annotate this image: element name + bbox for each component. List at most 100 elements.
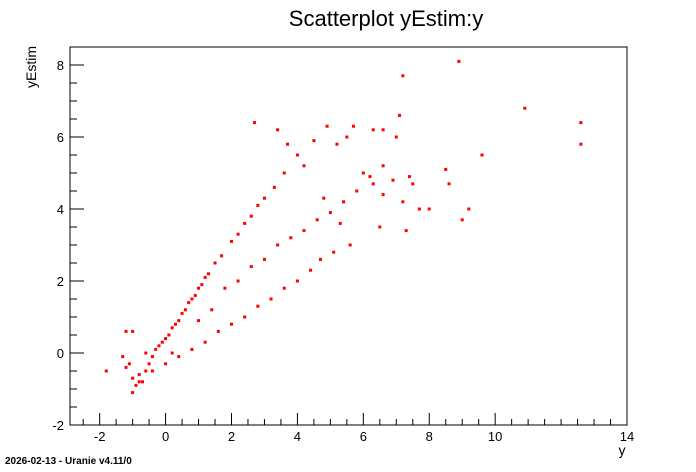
data-point bbox=[322, 196, 326, 200]
data-point bbox=[121, 355, 125, 359]
data-point bbox=[200, 283, 204, 287]
data-point bbox=[137, 380, 141, 384]
data-point bbox=[177, 355, 181, 359]
data-point bbox=[417, 207, 421, 211]
data-point bbox=[206, 272, 210, 276]
plot-frame bbox=[69, 46, 628, 426]
data-point bbox=[427, 207, 431, 211]
data-point bbox=[236, 279, 240, 283]
data-point bbox=[177, 319, 181, 323]
data-point bbox=[309, 268, 313, 272]
x-tick-label: -2 bbox=[94, 429, 106, 444]
data-point bbox=[371, 182, 375, 186]
data-point bbox=[579, 121, 583, 125]
data-point bbox=[249, 265, 253, 269]
data-point bbox=[229, 239, 233, 243]
data-point bbox=[197, 286, 201, 290]
data-point bbox=[131, 376, 135, 380]
x-tick-label: 10 bbox=[488, 429, 502, 444]
data-point bbox=[407, 175, 411, 179]
data-point bbox=[355, 189, 359, 193]
data-point bbox=[411, 182, 415, 186]
y-tick-label: -2 bbox=[52, 418, 64, 433]
x-tick-label: 14 bbox=[620, 429, 634, 444]
data-point bbox=[404, 229, 408, 233]
data-point bbox=[236, 232, 240, 236]
footer-timestamp: 2026-02-13 - Uranie v4.11/0 bbox=[5, 456, 132, 467]
y-axis-label: yEstim bbox=[23, 46, 39, 88]
data-point bbox=[467, 207, 471, 211]
data-point bbox=[220, 254, 224, 258]
data-point bbox=[338, 221, 342, 225]
data-point bbox=[203, 340, 207, 344]
data-point bbox=[276, 128, 280, 132]
data-point bbox=[150, 369, 154, 373]
data-point bbox=[282, 286, 286, 290]
data-point bbox=[164, 362, 168, 366]
data-point bbox=[256, 304, 260, 308]
data-point bbox=[243, 315, 247, 319]
data-point bbox=[302, 164, 306, 168]
data-point bbox=[276, 243, 280, 247]
data-point bbox=[579, 142, 583, 146]
data-point bbox=[124, 329, 128, 333]
data-point bbox=[150, 355, 154, 359]
data-point bbox=[229, 322, 233, 326]
data-point bbox=[286, 142, 290, 146]
data-point bbox=[460, 218, 464, 222]
data-point bbox=[141, 380, 145, 384]
x-tick-label: 6 bbox=[360, 429, 367, 444]
data-point bbox=[381, 164, 385, 168]
data-point bbox=[262, 257, 266, 261]
data-point bbox=[134, 383, 138, 387]
data-point bbox=[249, 214, 253, 218]
y-tick-label: 2 bbox=[57, 274, 64, 289]
data-point bbox=[187, 301, 191, 305]
data-point bbox=[223, 286, 227, 290]
y-tick-label: 8 bbox=[57, 58, 64, 73]
data-point bbox=[170, 351, 174, 355]
data-point bbox=[213, 261, 217, 265]
data-point bbox=[197, 319, 201, 323]
data-point bbox=[269, 297, 273, 301]
data-point bbox=[210, 308, 214, 312]
data-point bbox=[183, 308, 187, 312]
data-point bbox=[444, 167, 448, 171]
data-point bbox=[371, 128, 375, 132]
data-point bbox=[328, 211, 332, 215]
data-point bbox=[332, 250, 336, 254]
data-point bbox=[447, 182, 451, 186]
x-axis-label: y bbox=[619, 442, 626, 458]
data-point bbox=[127, 362, 131, 366]
data-point bbox=[253, 121, 257, 125]
data-point bbox=[170, 326, 174, 330]
data-point bbox=[124, 365, 128, 369]
data-point bbox=[147, 362, 151, 366]
data-point bbox=[312, 139, 316, 143]
data-point bbox=[348, 243, 352, 247]
x-axis: -2 0 2 4 6 8 10 14 bbox=[82, 413, 634, 444]
data-point bbox=[401, 200, 405, 204]
y-tick-label: 4 bbox=[57, 202, 64, 217]
data-point bbox=[104, 369, 108, 373]
data-point bbox=[295, 153, 299, 157]
chart-title: Scatterplot yEstim:y bbox=[289, 6, 483, 31]
data-point bbox=[391, 178, 395, 182]
data-point bbox=[457, 59, 461, 63]
data-point bbox=[180, 311, 184, 315]
y-tick-label: 6 bbox=[57, 130, 64, 145]
data-point bbox=[131, 391, 135, 395]
data-point bbox=[164, 337, 168, 341]
data-point bbox=[282, 171, 286, 175]
data-point bbox=[480, 153, 484, 157]
data-point bbox=[381, 193, 385, 197]
data-point bbox=[318, 257, 322, 261]
x-tick-label: 0 bbox=[162, 429, 169, 444]
data-point bbox=[289, 236, 293, 240]
x-tick-label: 4 bbox=[294, 429, 301, 444]
data-point bbox=[295, 279, 299, 283]
data-point bbox=[167, 333, 171, 337]
data-point bbox=[272, 185, 276, 189]
data-point bbox=[216, 329, 220, 333]
